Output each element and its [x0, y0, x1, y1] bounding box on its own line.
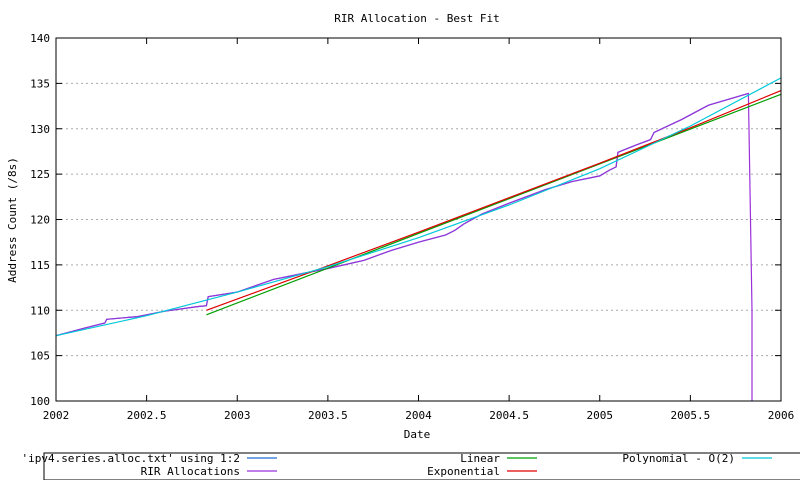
- series-line-polynomial-o-2: [55, 77, 782, 337]
- series-line-linear: [206, 93, 782, 316]
- x-tick-label: 2002: [43, 409, 70, 422]
- y-tick-label: 135: [30, 77, 50, 90]
- x-tick-label: 2004: [405, 409, 432, 422]
- y-tick-label: 140: [30, 32, 50, 45]
- legend-label: 'ipv4.series.alloc.txt' using 1:2: [21, 452, 240, 465]
- series-line-exponential: [206, 90, 782, 311]
- legend-label: RIR Allocations: [141, 465, 240, 478]
- y-tick-label: 110: [30, 304, 50, 317]
- y-axis-label: Address Count (/8s): [6, 157, 19, 283]
- legend-label: Linear: [460, 452, 500, 465]
- chart-title: RIR Allocation - Best Fit: [334, 12, 500, 25]
- x-tick-label: 2005: [587, 409, 614, 422]
- x-tick-label: 2006: [768, 409, 795, 422]
- x-tick-label: 2002.5: [127, 409, 167, 422]
- x-tick-label: 2004.5: [489, 409, 529, 422]
- x-axis-label: Date: [404, 428, 431, 441]
- grid: [56, 82, 781, 357]
- legend-box: [43, 452, 800, 480]
- y-tick-label: 120: [30, 214, 50, 227]
- plot-frame: [55, 37, 782, 402]
- ticks: 100 105 110 115 120 125 130 135 140 2002 2002.5 200…: [30, 32, 794, 422]
- series-line-rir-allocations: [55, 92, 753, 401]
- y-tick-label: 125: [30, 168, 50, 181]
- series-line-ipv4-series-alloc-txt-using-1-2: [55, 92, 749, 337]
- y-tick-label: 130: [30, 123, 50, 136]
- legend-label: Exponential: [427, 465, 500, 478]
- x-tick-label: 2005.5: [671, 409, 711, 422]
- y-tick-label: 100: [30, 395, 50, 408]
- x-tick-label: 2003.5: [308, 409, 348, 422]
- y-tick-label: 105: [30, 350, 50, 363]
- legend-label: Polynomial - O(2): [622, 452, 735, 465]
- series-layer: [55, 77, 782, 401]
- x-tick-label: 2003: [224, 409, 251, 422]
- y-tick-label: 115: [30, 259, 50, 272]
